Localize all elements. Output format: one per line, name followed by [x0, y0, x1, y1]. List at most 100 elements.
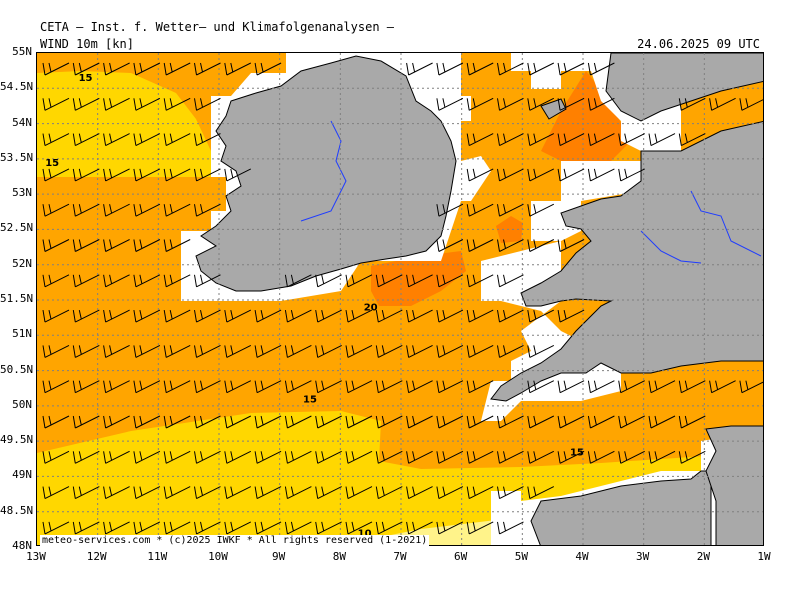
wind-barb: [466, 344, 494, 358]
wind-barb: [133, 486, 161, 500]
wind-barb: [436, 239, 464, 252]
rivers: [300, 120, 762, 264]
wind-barb: [466, 274, 494, 288]
wind-barb: [678, 133, 706, 147]
wind-barb: [194, 380, 221, 394]
lat-tick-label: 48N: [12, 539, 32, 552]
wind-barb: [133, 450, 161, 464]
wind-barb: [42, 133, 70, 147]
wind-barb: [436, 380, 464, 394]
wind-barb: [133, 97, 161, 111]
great-britain: [490, 120, 763, 402]
wind-barb: [163, 133, 191, 147]
wind-barb: [587, 380, 615, 394]
lat-tick-label: 53N: [12, 186, 32, 200]
wind-barb: [527, 239, 555, 252]
wind-barb: [648, 133, 676, 147]
wind-barb: [557, 62, 585, 76]
lon-tick-label: 12W: [86, 550, 107, 563]
lat-tick-label: 51N: [12, 327, 32, 341]
wind-barb: [375, 380, 403, 394]
wind-barb: [163, 168, 191, 182]
wind-barb: [163, 239, 191, 252]
wind-barb: [103, 380, 130, 394]
wind-barb: [42, 274, 70, 288]
map-frame: 15 15 20 15 15 10: [36, 52, 764, 546]
lon-tick-label: 9W: [272, 550, 286, 563]
wind-barb: [42, 521, 70, 535]
wind-barb: [315, 415, 342, 429]
lat-tick-label: 49.5N: [0, 433, 34, 447]
wind-barb: [375, 309, 403, 323]
wind-barb: [254, 486, 282, 500]
wind-barb: [315, 274, 342, 288]
wind-barb: [436, 274, 464, 288]
wind-barbs: [42, 62, 763, 535]
wind-barb: [375, 344, 403, 358]
lon-tick-label: 2W: [696, 550, 710, 563]
wind-barb: [315, 486, 342, 500]
wind-barb: [497, 239, 524, 252]
wind-barb: [678, 380, 706, 394]
wind-barb: [103, 309, 130, 323]
wind-barb: [224, 450, 252, 464]
wind-barb: [587, 97, 615, 111]
wind-barb: [254, 344, 282, 358]
wind-barb: [436, 62, 464, 76]
wind-barb: [72, 62, 100, 76]
wind-barb: [103, 239, 130, 252]
map-title: CETA — Inst. f. Wetter— und Klimafolgena…: [40, 20, 395, 34]
wind-barb: [345, 380, 373, 394]
wind-barb: [133, 274, 161, 288]
wind-barb: [497, 203, 524, 217]
lat-tick-label: 52N: [12, 256, 32, 270]
contour-label: 15: [570, 447, 584, 458]
wind-barb: [497, 415, 524, 429]
wind-barb: [254, 62, 282, 76]
parameter-label: WIND 10m [kn]: [40, 37, 134, 51]
wind-barb: [406, 62, 433, 76]
wind-barb: [345, 274, 373, 288]
wind-barb: [618, 133, 645, 147]
wind-barb: [527, 168, 555, 182]
wind-barb: [194, 309, 221, 323]
wind-barb: [194, 168, 221, 182]
wind-barb: [103, 133, 130, 147]
wind-barb: [224, 62, 252, 76]
wind-barb: [678, 415, 706, 429]
wind-barb: [315, 380, 342, 394]
wind-barb: [315, 450, 342, 464]
wind-barb: [618, 380, 645, 394]
wind-barb: [284, 450, 312, 464]
wind-barb: [436, 450, 464, 464]
wind-barb: [133, 239, 161, 252]
wind-barb: [497, 62, 524, 76]
wind-barb: [103, 62, 130, 76]
wind-barb: [72, 239, 100, 252]
lon-tick-label: 4W: [575, 550, 589, 563]
lon-tick-label: 10W: [208, 550, 228, 563]
wind-barb: [406, 521, 433, 535]
wind-band-20-25-north: [541, 71, 631, 161]
wind-barb: [557, 415, 585, 429]
wind-barb: [194, 97, 221, 111]
lat-tick-label: 50.5N: [0, 362, 34, 376]
wind-barb: [284, 486, 312, 500]
wind-barb: [648, 415, 676, 429]
wind-barb: [42, 239, 70, 252]
wind-barb: [466, 168, 494, 182]
lat-tick-label: 54.5N: [0, 80, 34, 94]
wind-barb: [587, 450, 615, 464]
wind-barb: [648, 380, 676, 394]
wind-barb: [133, 168, 161, 182]
wind-barb: [163, 203, 191, 217]
wind-barb: [497, 309, 524, 323]
wind-barb: [466, 62, 494, 76]
wind-barb: [103, 203, 130, 217]
wind-barb: [557, 309, 585, 323]
wind-barb: [42, 97, 70, 111]
wind-barb: [406, 274, 433, 288]
wind-barb: [345, 309, 373, 323]
wind-barb: [406, 380, 433, 394]
scotland: [605, 53, 763, 122]
